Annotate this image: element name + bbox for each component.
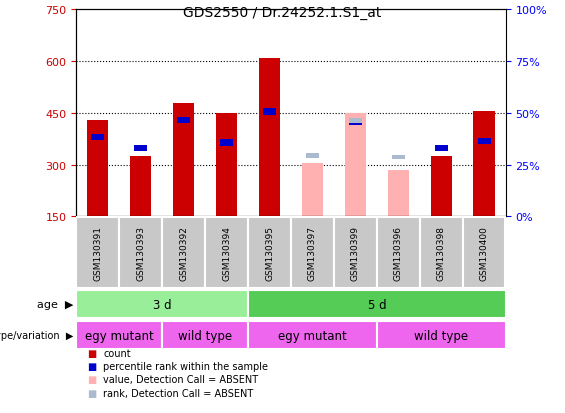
Text: GSM130399: GSM130399 (351, 225, 360, 280)
Bar (259, 59, 280, 217)
Text: egy mutant: egy mutant (278, 329, 347, 342)
Bar (205, 218, 248, 288)
Bar (345, 114, 366, 217)
Bar (420, 218, 463, 288)
Bar (76, 218, 119, 288)
Text: ■: ■ (88, 375, 97, 385)
Text: value, Detection Call = ABSENT: value, Detection Call = ABSENT (103, 375, 259, 385)
Text: GSM130400: GSM130400 (480, 225, 489, 280)
Bar (377, 322, 506, 349)
Bar (377, 218, 420, 288)
Bar (349, 119, 362, 126)
Bar (463, 218, 506, 288)
Text: 3 d: 3 d (153, 298, 171, 311)
Bar (478, 138, 490, 145)
Text: 5 d: 5 d (368, 298, 386, 311)
Bar (435, 145, 447, 152)
Text: rank, Detection Call = ABSENT: rank, Detection Call = ABSENT (103, 388, 254, 398)
Text: GDS2550 / Dr.24252.1.S1_at: GDS2550 / Dr.24252.1.S1_at (183, 6, 382, 20)
Bar (220, 140, 233, 146)
Bar (162, 218, 205, 288)
Text: wild type: wild type (414, 329, 468, 342)
Bar (291, 218, 334, 288)
Bar (263, 109, 276, 115)
Text: GSM130395: GSM130395 (265, 225, 274, 280)
Bar (248, 322, 377, 349)
Text: GSM130398: GSM130398 (437, 225, 446, 280)
Bar (162, 322, 248, 349)
Bar (388, 170, 409, 217)
Bar (306, 154, 319, 158)
Bar (76, 322, 162, 349)
Bar (134, 145, 147, 152)
Bar (173, 103, 194, 217)
Text: ■: ■ (88, 348, 97, 358)
Bar (130, 157, 151, 217)
Bar (216, 114, 237, 217)
Text: ■: ■ (88, 388, 97, 398)
Text: GSM130396: GSM130396 (394, 225, 403, 280)
Bar (431, 157, 452, 217)
Text: GSM130394: GSM130394 (222, 225, 231, 280)
Bar (392, 155, 405, 160)
Text: GSM130391: GSM130391 (93, 225, 102, 280)
Text: GSM130392: GSM130392 (179, 225, 188, 280)
Text: percentile rank within the sample: percentile rank within the sample (103, 361, 268, 371)
Bar (248, 218, 291, 288)
Bar (334, 218, 377, 288)
Bar (349, 119, 362, 124)
Bar (248, 291, 506, 318)
Text: GSM130393: GSM130393 (136, 225, 145, 280)
Text: egy mutant: egy mutant (85, 329, 154, 342)
Bar (76, 291, 248, 318)
Text: genotype/variation  ▶: genotype/variation ▶ (0, 330, 73, 341)
Text: count: count (103, 348, 131, 358)
Bar (473, 112, 495, 217)
Text: wild type: wild type (178, 329, 232, 342)
Bar (87, 121, 108, 217)
Bar (119, 218, 162, 288)
Bar (345, 114, 366, 217)
Bar (302, 164, 323, 217)
Bar (177, 118, 190, 124)
Text: GSM130397: GSM130397 (308, 225, 317, 280)
Text: age  ▶: age ▶ (37, 299, 73, 310)
Bar (92, 135, 104, 141)
Text: ■: ■ (88, 361, 97, 371)
